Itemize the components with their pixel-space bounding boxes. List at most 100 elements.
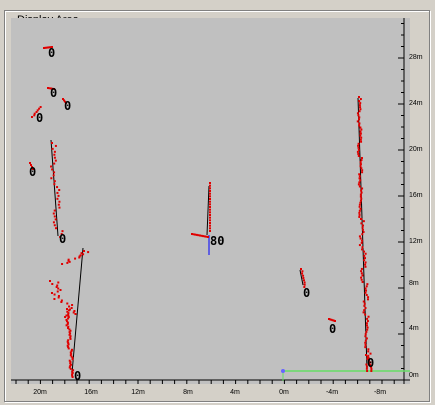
object-label[interactable]: 0 — [329, 322, 337, 336]
scan-point — [361, 274, 364, 277]
object-label[interactable]: 0 — [303, 286, 311, 300]
scan-point — [357, 183, 360, 186]
scan-point — [364, 335, 367, 338]
scan-point — [360, 218, 362, 220]
scan-point — [58, 200, 61, 203]
scan-point — [368, 362, 371, 364]
y-tick-label: 24m — [409, 100, 423, 107]
scan-point — [74, 257, 77, 260]
scan-point — [209, 200, 211, 203]
object-label[interactable]: 0 — [59, 232, 67, 246]
scan-point — [69, 351, 72, 354]
scan-point — [69, 336, 72, 339]
scan-point — [361, 171, 364, 174]
scan-point — [49, 280, 51, 282]
scan-point — [209, 214, 211, 216]
scan-point — [360, 136, 363, 139]
scan-point — [303, 281, 306, 284]
scan-point — [367, 360, 370, 362]
scan-point — [63, 99, 65, 102]
scan-point — [364, 307, 367, 310]
scan-point — [366, 283, 369, 286]
scan-point — [49, 46, 52, 49]
display-area-plot[interactable]: 0 0 0 0 0 0 0 80 0 0 0 28m 24m 20m 16m 1… — [11, 18, 423, 384]
scan-point — [67, 259, 70, 262]
scan-point — [71, 371, 74, 374]
scan-point — [64, 316, 67, 318]
scan-point — [66, 344, 69, 347]
scan-point — [365, 363, 368, 366]
scan-point — [365, 324, 368, 327]
scan-point — [71, 370, 74, 373]
object-label[interactable]: 0 — [36, 111, 44, 125]
scan-point — [359, 102, 362, 105]
scan-point — [52, 221, 55, 224]
scan-point — [192, 233, 195, 236]
scan-point — [53, 153, 56, 156]
scan-point — [360, 197, 363, 200]
scan-point — [66, 340, 69, 343]
scan-point — [70, 350, 73, 353]
scan-point — [358, 96, 360, 98]
scan-point — [33, 114, 36, 117]
scan-point — [209, 206, 211, 208]
scan-point — [361, 233, 364, 236]
scan-point — [82, 253, 85, 256]
scan-point — [31, 166, 33, 168]
scan-point — [44, 46, 47, 49]
y-axis-ticks — [398, 23, 404, 381]
scan-point — [69, 365, 72, 368]
sensor-origin-marker — [281, 369, 285, 373]
x-tick-label: 12m — [131, 389, 145, 396]
scan-point — [68, 366, 71, 369]
scan-point — [329, 318, 332, 321]
scan-point — [67, 339, 70, 342]
scan-point — [45, 46, 48, 49]
scan-point — [38, 107, 41, 110]
scan-point — [194, 233, 197, 236]
y-tick-label: 8m — [409, 280, 419, 287]
scan-point — [359, 98, 362, 101]
scan-point — [356, 150, 359, 153]
object-label[interactable]: 0 — [50, 86, 58, 100]
scan-point — [363, 250, 366, 253]
scan-point — [358, 205, 361, 208]
scan-point — [359, 199, 362, 202]
scan-point — [68, 331, 71, 334]
scan-point — [66, 261, 69, 264]
scan-point — [73, 310, 76, 312]
scan-point — [360, 241, 363, 244]
scan-point — [52, 212, 55, 215]
scan-point — [61, 263, 64, 265]
scan-point — [68, 359, 71, 362]
y-tick-label: 28m — [409, 54, 423, 61]
scan-point — [53, 150, 56, 153]
scan-point — [209, 208, 211, 211]
scan-point — [358, 177, 361, 180]
scan-point — [365, 367, 368, 370]
scan-point — [57, 296, 60, 299]
scan-point — [53, 156, 56, 159]
scan-point — [358, 244, 361, 247]
scan-point — [366, 317, 369, 320]
scan-point — [359, 207, 362, 210]
object-label[interactable]: 80 — [210, 234, 225, 248]
scan-point — [39, 106, 42, 108]
scan-point — [53, 162, 56, 165]
object-label[interactable]: 0 — [48, 46, 56, 60]
plot-canvas — [11, 18, 410, 384]
object-label[interactable]: 0 — [64, 99, 72, 113]
scan-point — [71, 358, 74, 361]
scan-point — [360, 189, 363, 192]
scan-point — [358, 124, 361, 127]
scan-point — [59, 289, 62, 291]
scan-point — [367, 348, 370, 351]
scan-point — [365, 365, 368, 368]
scan-point — [191, 233, 193, 235]
object-label[interactable]: 0 — [74, 369, 82, 383]
scan-point — [71, 374, 74, 377]
object-label[interactable]: 0 — [367, 356, 375, 370]
object-label[interactable]: 0 — [29, 165, 37, 179]
scan-point — [209, 184, 211, 187]
scan-point — [62, 98, 64, 100]
